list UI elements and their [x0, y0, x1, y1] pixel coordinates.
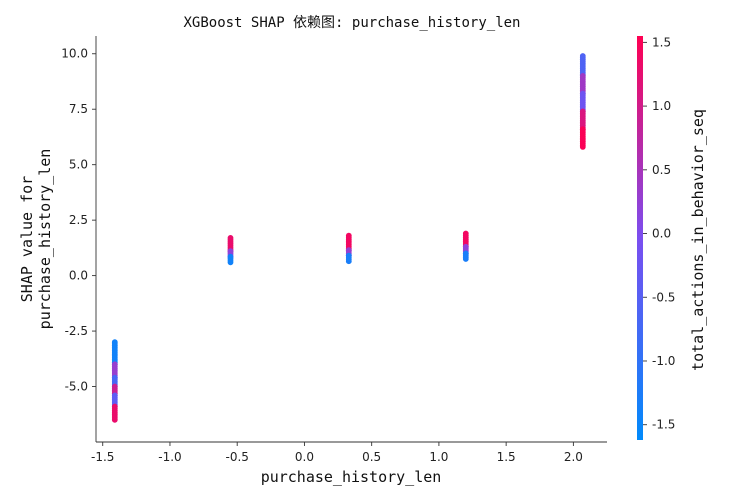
x-tick-label: 1.0 [429, 450, 448, 464]
scatter-point [227, 259, 234, 266]
y-tick-label: -5.0 [65, 380, 88, 394]
x-tick-label: 1.5 [497, 450, 516, 464]
point-cluster [111, 339, 118, 423]
y-axis-label-line-2: purchase_history_len [36, 149, 54, 330]
colorbar-tick-label: -1.5 [652, 418, 675, 432]
colorbar-tick-label: -1.0 [652, 354, 675, 368]
y-tick-label: 2.5 [69, 213, 88, 227]
scatter-point [462, 256, 469, 262]
point-cluster [462, 230, 469, 262]
colorbar-ticks: -1.5 -1.0 -0.5 0.0 0.5 1.0 1.5 [643, 35, 675, 432]
point-cluster [579, 53, 586, 150]
colorbar-label: total_actions_in_behavior_seq [689, 109, 707, 371]
colorbar [637, 36, 643, 440]
y-tick-label: 5.0 [69, 158, 88, 172]
chart-title: XGBoost SHAP 依赖图: purchase_history_len [183, 15, 520, 31]
y-ticks: -5.0 -2.5 0.0 2.5 5.0 7.5 10.0 [61, 47, 96, 394]
x-tick-label: -1.0 [158, 450, 181, 464]
point-cluster [227, 235, 234, 266]
scatter-point [345, 258, 352, 265]
x-ticks: -1.5 -1.0 -0.5 0.0 0.5 1.0 1.5 2.0 [91, 442, 583, 464]
y-tick-label: -2.5 [65, 324, 88, 338]
x-tick-label: 2.0 [564, 450, 583, 464]
colorbar-tick-label: 1.5 [652, 35, 671, 49]
x-tick-label: -1.5 [91, 450, 114, 464]
y-axis-label: SHAP value for purchase_history_len [18, 149, 54, 330]
x-tick-label: 0.5 [362, 450, 381, 464]
x-axis-label: purchase_history_len [261, 468, 442, 486]
y-axis-label-line-1: SHAP value for [18, 176, 36, 302]
y-tick-label: 10.0 [61, 47, 88, 61]
scatter-point [111, 416, 118, 423]
colorbar-tick-label: 0.0 [652, 227, 671, 241]
colorbar-tick-label: -0.5 [652, 290, 675, 304]
colorbar-tick-label: 0.5 [652, 163, 671, 177]
plot-area [111, 53, 586, 423]
scatter-point [579, 144, 586, 150]
point-cluster [345, 232, 352, 265]
x-tick-label: 0.0 [295, 450, 314, 464]
y-tick-label: 7.5 [69, 102, 88, 116]
y-tick-label: 0.0 [69, 269, 88, 283]
x-tick-label: -0.5 [225, 450, 248, 464]
colorbar-tick-label: 1.0 [652, 99, 671, 113]
